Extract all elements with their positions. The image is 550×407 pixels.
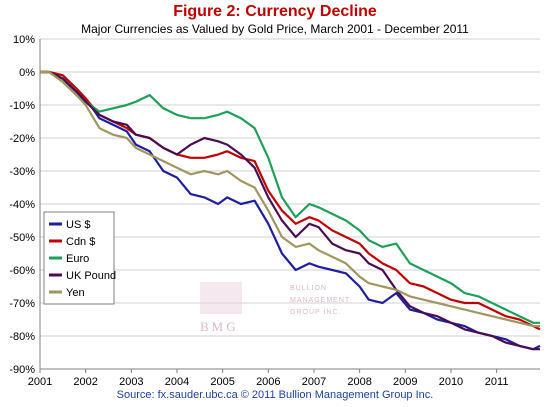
x-tick-label: 2006 — [256, 376, 280, 388]
y-tick-label: -50% — [9, 232, 35, 244]
series-line-euro — [40, 70, 540, 324]
y-tick-label: 10% — [13, 34, 35, 46]
y-tick-label: 0% — [19, 67, 35, 79]
y-tick-label: -60% — [9, 265, 35, 277]
series-lines — [40, 70, 541, 351]
chart-source: Source: fx.sauder.ubc.ca © 2011 Bullion … — [116, 389, 434, 401]
x-tick-label: 2003 — [119, 376, 143, 388]
y-tick-label: -80% — [9, 331, 35, 343]
legend-label: US $ — [66, 219, 90, 231]
watermark-logo-icon — [200, 282, 242, 314]
x-tick-label: 2011 — [485, 376, 509, 388]
series-line-cdn — [40, 70, 541, 331]
y-tick-label: -10% — [9, 100, 35, 112]
chart-subtitle: Major Currencies as Valued by Gold Price… — [81, 22, 469, 36]
legend-label: UK Pound — [66, 270, 116, 282]
legend-label: Euro — [66, 253, 89, 265]
legend-label: Cdn $ — [66, 236, 95, 248]
x-tick-label: 2007 — [302, 376, 326, 388]
grid-lines — [40, 38, 540, 370]
x-tick-label: 2010 — [439, 376, 463, 388]
x-tick-label: 2001 — [28, 376, 52, 388]
chart-title: Figure 2: Currency Decline — [173, 3, 377, 20]
watermark-line-2: MANAGEMENT — [290, 297, 350, 304]
x-tick-label: 2009 — [393, 376, 417, 388]
watermark-line-3: GROUP INC. — [290, 309, 342, 316]
tick-labels: 10% 0% -10% -20% -30% -40% -50% -60% -70% -80% -90… — [9, 34, 508, 388]
x-tick-label: 2005 — [210, 376, 234, 388]
x-tick-label: 2008 — [347, 376, 371, 388]
watermark-initials: BMG — [200, 319, 239, 334]
y-tick-label: -20% — [9, 133, 35, 145]
y-tick-label: -40% — [9, 199, 35, 211]
legend-label: Yen — [66, 287, 85, 299]
bmg-watermark: BMG BULLION MANAGEMENT GROUP INC. — [200, 282, 350, 334]
legend: US $ Cdn $ Euro UK Pound Yen — [43, 211, 116, 305]
y-tick-label: -30% — [9, 166, 35, 178]
series-line-uk-pound — [40, 70, 540, 351]
series-line-us — [40, 70, 541, 351]
series-line-yen — [40, 70, 540, 328]
y-tick-label: -90% — [9, 364, 35, 376]
axes — [39, 39, 540, 373]
y-tick-label: -70% — [9, 298, 35, 310]
x-tick-label: 2004 — [165, 376, 189, 388]
x-tick-label: 2002 — [73, 376, 97, 388]
watermark-line-1: BULLION — [290, 285, 327, 292]
